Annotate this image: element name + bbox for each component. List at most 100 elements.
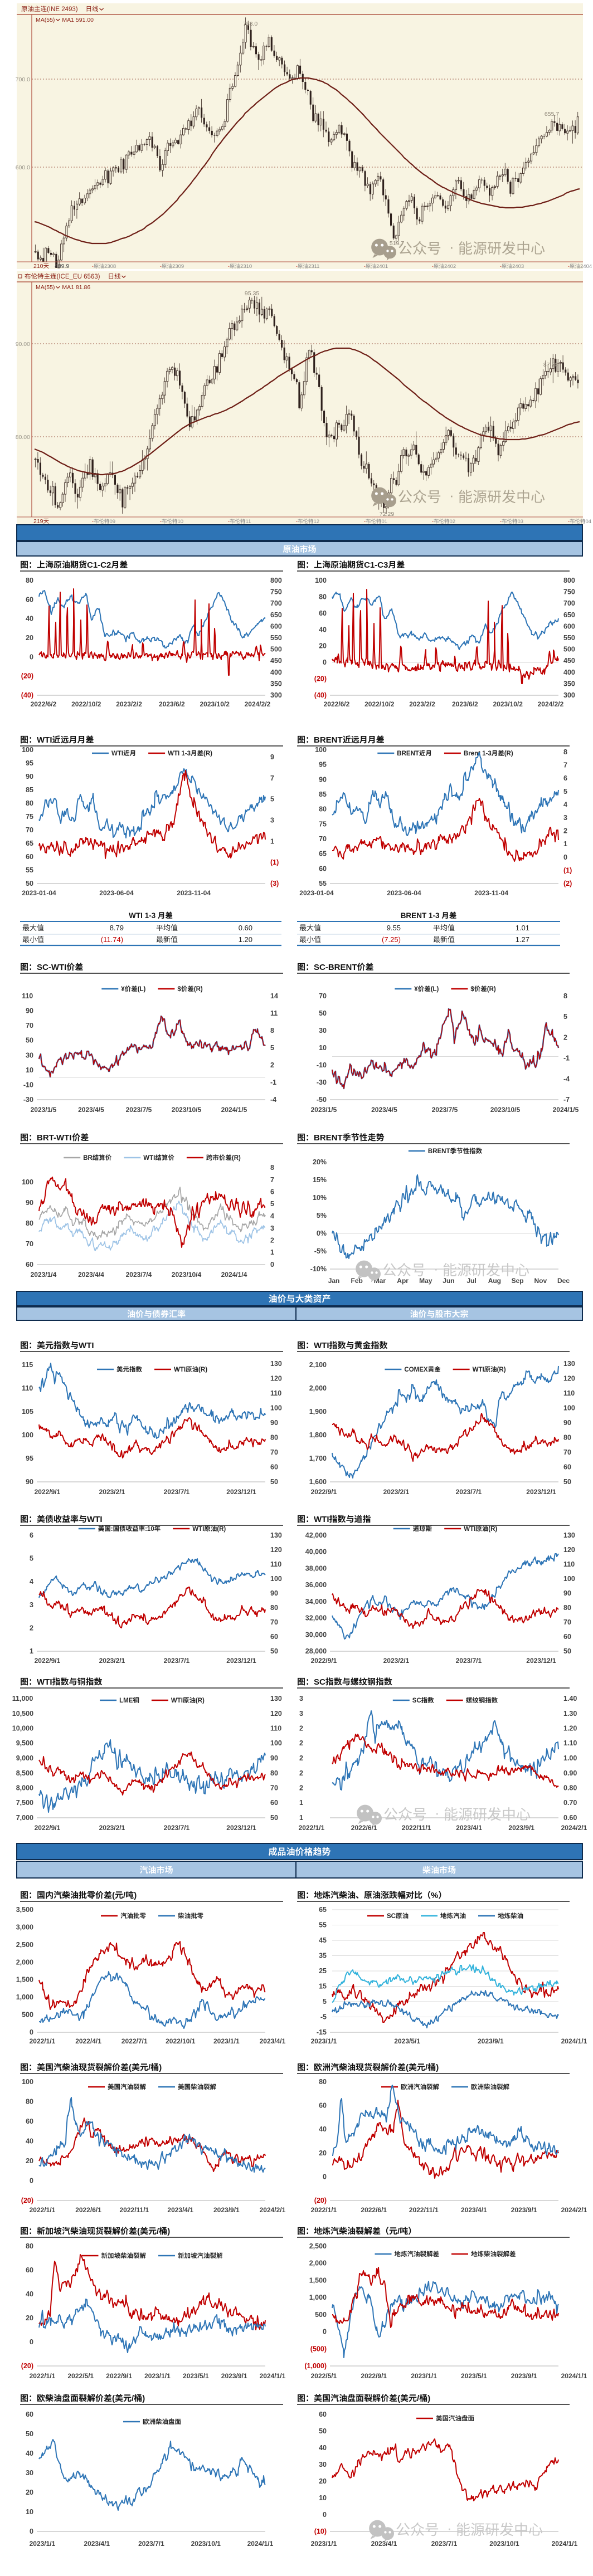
svg-text:Jun: Jun bbox=[443, 1277, 454, 1285]
svg-text:2024/2/1: 2024/2/1 bbox=[561, 2206, 587, 2214]
svg-text:2310: 2310 bbox=[240, 264, 252, 270]
svg-text:(ICE_EU 6563): (ICE_EU 6563) bbox=[57, 274, 100, 280]
svg-text:3: 3 bbox=[299, 1710, 303, 1718]
svg-text:70: 70 bbox=[563, 1618, 571, 1626]
svg-text:72.29: 72.29 bbox=[380, 511, 394, 518]
svg-text:8: 8 bbox=[270, 1164, 274, 1172]
svg-text:WTI: WTI bbox=[174, 1367, 186, 1373]
svg-text:90: 90 bbox=[270, 1589, 278, 1597]
svg-text:Apr: Apr bbox=[397, 1277, 409, 1285]
svg-text:50: 50 bbox=[26, 1037, 33, 1045]
svg-text:90.00: 90.00 bbox=[16, 341, 30, 348]
svg-text:6: 6 bbox=[563, 774, 567, 782]
svg-text:-4: -4 bbox=[270, 1096, 276, 1104]
svg-text:(20): (20) bbox=[314, 675, 327, 683]
svg-text:2024/2/1: 2024/2/1 bbox=[260, 2206, 286, 2214]
svg-text:(20): (20) bbox=[21, 2362, 33, 2370]
svg-text:BRT-WTI: BRT-WTI bbox=[37, 1133, 71, 1143]
svg-text:1.10: 1.10 bbox=[563, 1739, 577, 1747]
svg-text:95.35: 95.35 bbox=[245, 290, 259, 297]
svg-text:-: - bbox=[432, 264, 434, 270]
svg-text:LME: LME bbox=[119, 1697, 133, 1704]
svg-text:2024/2/2: 2024/2/2 bbox=[245, 700, 271, 708]
svg-text:40: 40 bbox=[319, 2125, 327, 2133]
svg-text:450: 450 bbox=[563, 657, 575, 665]
svg-text:2023-06-04: 2023-06-04 bbox=[387, 889, 421, 897]
svg-text:55: 55 bbox=[319, 880, 327, 887]
svg-text:2022/11/1: 2022/11/1 bbox=[402, 1824, 431, 1832]
svg-text:1.30: 1.30 bbox=[563, 1710, 577, 1718]
svg-text:55: 55 bbox=[319, 1921, 327, 1929]
svg-text:40: 40 bbox=[319, 2444, 327, 2452]
svg-text:2022/10/2: 2022/10/2 bbox=[364, 700, 395, 708]
svg-text:7: 7 bbox=[563, 762, 567, 769]
svg-text:90: 90 bbox=[270, 1419, 278, 1427]
svg-text:10%: 10% bbox=[313, 1194, 327, 1202]
svg-text:0: 0 bbox=[323, 2173, 327, 2180]
svg-text:65: 65 bbox=[319, 1906, 327, 1914]
svg-text:3: 3 bbox=[270, 1224, 274, 1232]
svg-text:80.00: 80.00 bbox=[16, 434, 30, 441]
svg-text:2023/10/1: 2023/10/1 bbox=[191, 2540, 221, 2548]
svg-text:MA1 591.00: MA1 591.00 bbox=[62, 17, 94, 23]
svg-text::10: :10 bbox=[145, 1526, 154, 1533]
svg-text:$: $ bbox=[470, 986, 474, 993]
svg-text:BRENT: BRENT bbox=[314, 1133, 343, 1143]
svg-text:-30: -30 bbox=[23, 1096, 33, 1104]
svg-text:BRENT: BRENT bbox=[314, 735, 343, 745]
svg-text:-: - bbox=[432, 519, 434, 525]
svg-text:0: 0 bbox=[30, 2338, 33, 2346]
svg-text:2023/4/1: 2023/4/1 bbox=[456, 1824, 482, 1832]
svg-text:0.70: 0.70 bbox=[563, 1799, 577, 1807]
svg-text:1.40: 1.40 bbox=[563, 1695, 577, 1702]
svg-text:/: / bbox=[157, 2227, 159, 2236]
svg-text:-1: -1 bbox=[563, 1055, 570, 1062]
svg-text:95: 95 bbox=[319, 761, 327, 769]
svg-text:75: 75 bbox=[319, 820, 327, 828]
svg-text:2: 2 bbox=[299, 1769, 303, 1777]
svg-text:0: 0 bbox=[323, 2511, 327, 2519]
svg-text:2023/7/1: 2023/7/1 bbox=[164, 1657, 190, 1665]
svg-text:2023/12/1: 2023/12/1 bbox=[226, 1824, 256, 1832]
svg-text:2023/7/1: 2023/7/1 bbox=[456, 1657, 482, 1665]
svg-text:2022/9/1: 2022/9/1 bbox=[35, 1657, 61, 1665]
svg-text:70: 70 bbox=[26, 1022, 33, 1030]
svg-text:2023/2/2: 2023/2/2 bbox=[409, 700, 435, 708]
svg-text:32,000: 32,000 bbox=[305, 1614, 327, 1622]
svg-text:2023/9/1: 2023/9/1 bbox=[478, 2037, 504, 2045]
svg-text:C1-C2: C1-C2 bbox=[87, 560, 111, 570]
svg-text:800: 800 bbox=[563, 577, 575, 584]
svg-text:2023/9/1: 2023/9/1 bbox=[213, 2206, 240, 2214]
svg-text:5%: 5% bbox=[317, 1212, 327, 1219]
svg-text:2: 2 bbox=[299, 1739, 303, 1747]
svg-text:BR: BR bbox=[83, 1155, 93, 1162]
svg-text:2023/4/1: 2023/4/1 bbox=[260, 2037, 286, 2045]
svg-text:-4: -4 bbox=[563, 1075, 570, 1083]
svg-text:2022/9/1: 2022/9/1 bbox=[311, 1657, 337, 1665]
svg-text:WTI: WTI bbox=[314, 1515, 329, 1524]
svg-text:/: / bbox=[132, 2394, 134, 2403]
svg-text:8: 8 bbox=[270, 1027, 274, 1035]
svg-text:90: 90 bbox=[26, 1199, 33, 1207]
svg-text:2023/4/5: 2023/4/5 bbox=[78, 1106, 104, 1114]
svg-text:): ) bbox=[159, 2063, 162, 2072]
svg-text:550: 550 bbox=[563, 634, 575, 642]
svg-text:2023/2/1: 2023/2/1 bbox=[99, 1824, 125, 1832]
svg-text:1: 1 bbox=[270, 1248, 274, 1256]
svg-text:(7.25): (7.25) bbox=[382, 935, 401, 944]
svg-text:2022/5/1: 2022/5/1 bbox=[311, 2372, 337, 2380]
svg-text:10,000: 10,000 bbox=[12, 1725, 33, 1733]
svg-text:2024/1/1: 2024/1/1 bbox=[247, 2540, 274, 2548]
svg-text:2023/1/5: 2023/1/5 bbox=[311, 1106, 337, 1114]
svg-text:300: 300 bbox=[270, 691, 282, 699]
svg-text:2404: 2404 bbox=[580, 264, 592, 270]
svg-text:95: 95 bbox=[26, 759, 33, 767]
svg-text:WTI: WTI bbox=[473, 1367, 484, 1373]
svg-text:2023/12/1: 2023/12/1 bbox=[226, 1657, 256, 1665]
svg-text:60: 60 bbox=[319, 2411, 327, 2418]
svg-text:40: 40 bbox=[319, 626, 327, 633]
svg-text:2,000: 2,000 bbox=[309, 1384, 327, 1392]
svg-text:10: 10 bbox=[26, 1066, 33, 1074]
svg-text:7,500: 7,500 bbox=[16, 1799, 33, 1807]
svg-text:2022/11/1: 2022/11/1 bbox=[120, 2206, 149, 2214]
